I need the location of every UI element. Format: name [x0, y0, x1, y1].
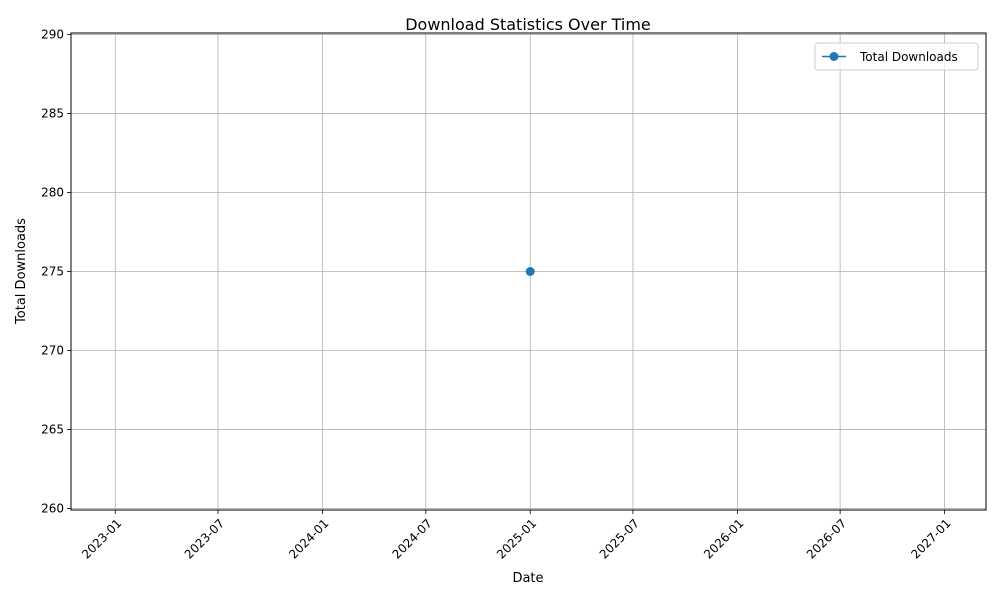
data-point: [525, 267, 535, 276]
y-tick-label: 275: [41, 265, 64, 279]
data-series: [525, 267, 535, 276]
chart-title: Download Statistics Over Time: [405, 15, 651, 34]
y-tick-label: 290: [41, 28, 64, 42]
legend: Total Downloads: [814, 42, 979, 71]
y-axis-label: Total Downloads: [14, 218, 29, 325]
x-tick-label: 2026-01: [701, 516, 746, 561]
x-tick-label: 2025-01: [494, 516, 539, 561]
y-tick-label: 280: [41, 186, 64, 200]
legend-label: Total Downloads: [859, 50, 958, 64]
y-axis-ticks: 260 265 270 275 280 285 290: [41, 28, 71, 515]
y-tick-label: 270: [41, 343, 64, 357]
x-tick-label: 2024-01: [286, 516, 331, 561]
x-tick-label: 2023-01: [79, 516, 124, 561]
x-axis-label: Date: [512, 571, 543, 586]
y-tick-label: 260: [41, 501, 64, 515]
y-tick-label: 265: [41, 422, 64, 436]
x-tick-label: 2023-07: [182, 516, 227, 561]
x-tick-label: 2024-07: [390, 516, 435, 561]
x-axis-ticks: 2023-01 2023-07 2024-01 2024-07 2025-01 2025-…: [79, 510, 954, 562]
x-tick-label: 2025-07: [597, 516, 642, 561]
legend-marker: [829, 52, 839, 61]
x-tick-label: 2026-07: [804, 516, 849, 561]
x-tick-label: 2027-01: [908, 516, 953, 561]
y-tick-label: 285: [41, 107, 64, 121]
legend-box: [814, 42, 979, 71]
